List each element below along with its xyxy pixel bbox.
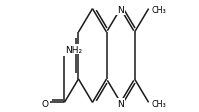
Text: N: N: [117, 6, 124, 15]
Text: CH₃: CH₃: [151, 6, 166, 15]
Text: NH₂: NH₂: [65, 45, 83, 54]
Text: N: N: [117, 99, 124, 108]
Text: CH₃: CH₃: [151, 99, 166, 108]
Text: O: O: [41, 99, 48, 108]
